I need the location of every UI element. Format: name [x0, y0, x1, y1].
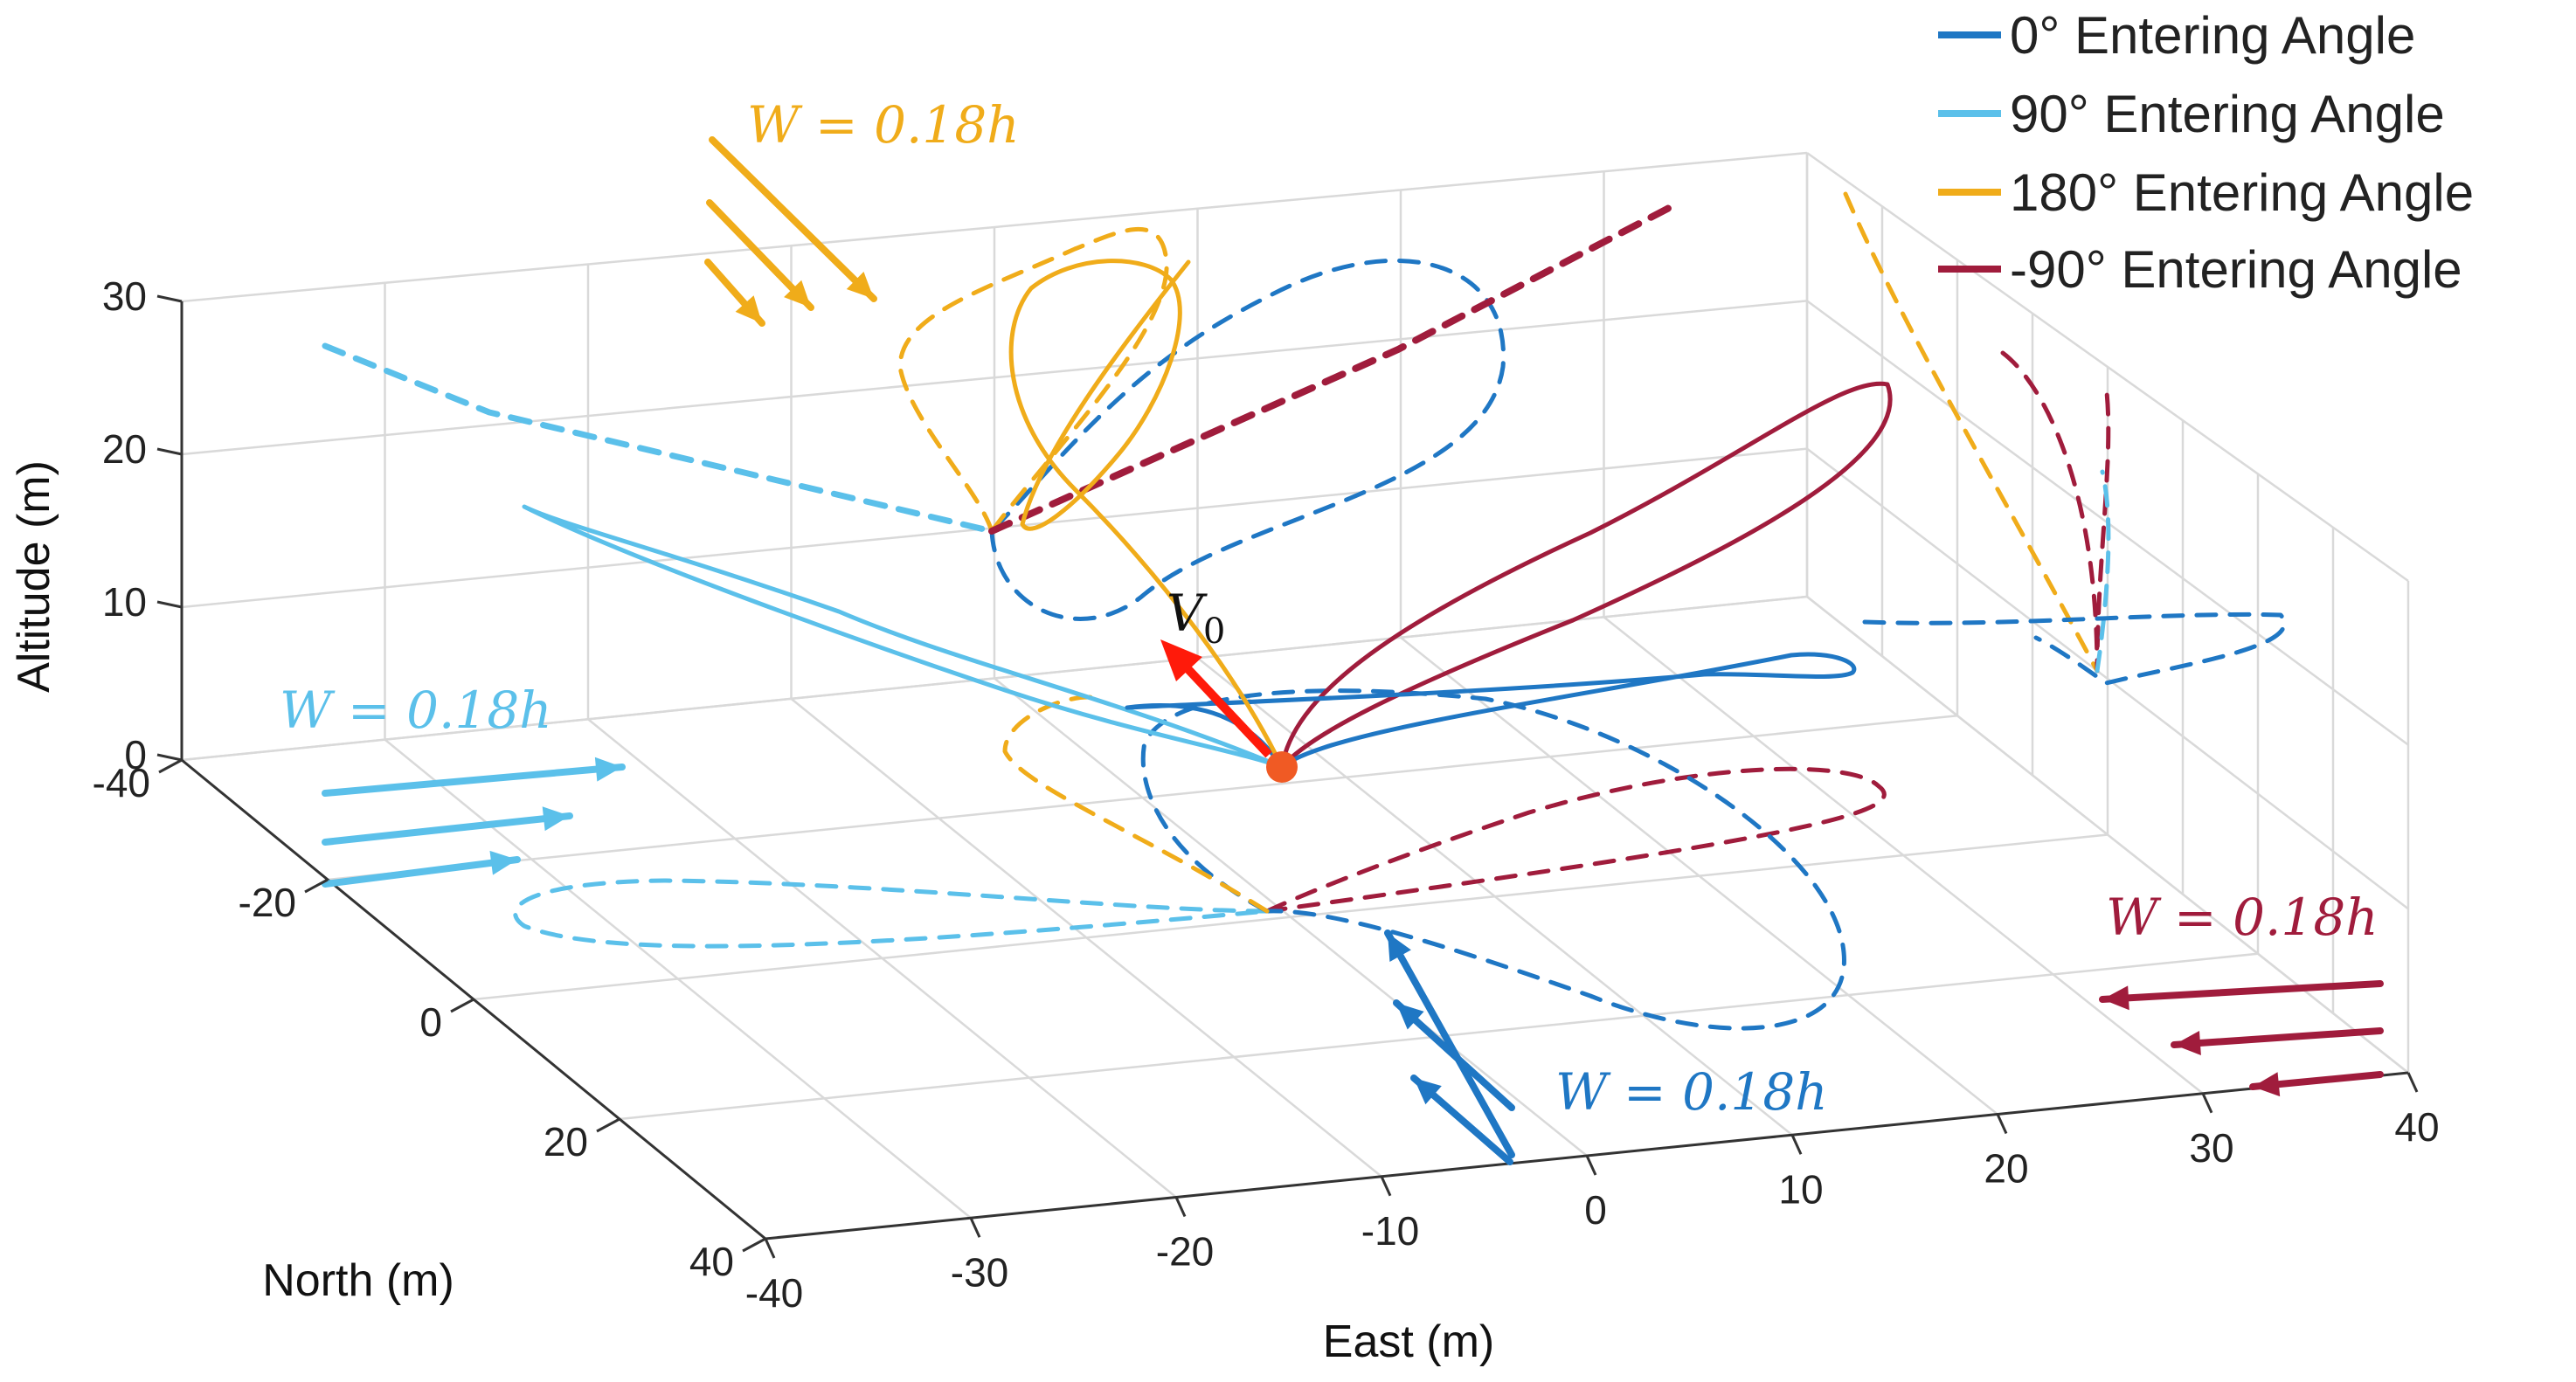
wind-label-m90: W = 0.18h — [2106, 888, 2379, 947]
y-tick-label: 0 — [419, 999, 442, 1045]
grid-rightwall-horizontal — [1806, 447, 2409, 910]
z-tick-mark — [156, 294, 183, 303]
trajectories — [322, 191, 2287, 1031]
grid-floor-north — [619, 952, 2259, 1121]
x-tick-mark — [2406, 1072, 2419, 1093]
grid-backwall-horizontal — [181, 151, 1808, 303]
x-tick-label: -30 — [951, 1249, 1008, 1295]
x-tick-mark — [1585, 1155, 1597, 1176]
wind-arrow-180-head — [784, 280, 811, 307]
x-axis-label: East (m) — [1323, 1316, 1494, 1367]
grid-floor-north — [473, 833, 2109, 1001]
wind-arrow-90-head — [542, 806, 570, 832]
legend-label-90: 90° Entering Angle — [2010, 85, 2445, 143]
x-tick-label: -10 — [1361, 1208, 1419, 1254]
x-tick-label: 30 — [2189, 1125, 2233, 1171]
trace-180-backwall-projection — [897, 227, 1169, 534]
trace-m90-backwall-projection — [988, 204, 1672, 535]
z-tick-label: 20 — [102, 426, 147, 472]
x-tick-mark — [764, 1238, 776, 1259]
trace-180-rightwall-projection — [1843, 191, 2100, 674]
y-tick-label: 20 — [544, 1119, 588, 1164]
trace-180-solid — [1008, 259, 1285, 770]
x-tick-label: 20 — [1984, 1146, 2028, 1192]
wind-arrow-m90-head — [2174, 1031, 2201, 1055]
wind-arrow-0 — [1384, 929, 1515, 1158]
grid-backwall-horizontal — [181, 300, 1808, 456]
y-tick-mark — [304, 878, 329, 894]
wind-arrow-m90 — [2171, 1027, 2384, 1048]
trace-0-floor-projection — [1140, 688, 1846, 1031]
trace-180-floor-projection — [1002, 694, 1270, 914]
x-tick-mark — [1996, 1113, 2008, 1135]
initial-velocity: V0 — [1160, 584, 1298, 783]
z-tick-label: 0 — [124, 732, 147, 777]
wind-arrow-m90 — [2099, 980, 2384, 1003]
wind-arrow-90-head — [489, 850, 517, 875]
wind-arrow-90-head — [594, 757, 622, 782]
x-tick-label: -40 — [745, 1270, 803, 1316]
trace-m90-solid — [1279, 381, 1893, 770]
wind-arrow-180-head — [846, 271, 874, 299]
trace-m90-floor-projection — [1264, 766, 1887, 914]
x-tick-label: -20 — [1156, 1229, 1214, 1275]
x-tick-mark — [2201, 1093, 2213, 1114]
trace-90-rightwall-projection — [2095, 469, 2111, 674]
y-tick-mark — [158, 758, 183, 774]
wind-label-0: W = 0.18h — [1555, 1062, 1828, 1122]
initial-velocity-label: V0 — [1167, 584, 1225, 652]
x-tick-label: 40 — [2394, 1104, 2439, 1150]
legend-label-m90: -90° Entering Angle — [2010, 240, 2462, 299]
z-tick-mark — [156, 600, 183, 609]
x-tick-label: 0 — [1584, 1187, 1607, 1233]
y-tick-mark — [596, 1117, 620, 1133]
wind-label-90: W = 0.18h — [280, 681, 552, 740]
grid-floor-north — [327, 715, 1958, 881]
x-tick-mark — [969, 1217, 981, 1238]
trace-90-backwall-projection — [322, 342, 995, 535]
x-tick-mark — [1174, 1196, 1187, 1218]
wind-arrow-180-head — [735, 295, 762, 323]
wind-arrow-0-head — [1396, 1003, 1424, 1030]
z-tick-mark — [156, 447, 183, 456]
trace-0-solid — [1125, 652, 1857, 770]
initial-velocity-arrowhead — [1160, 639, 1202, 681]
x-tick-mark — [1790, 1134, 1803, 1155]
y-tick-mark — [742, 1237, 766, 1253]
x-tick-mark — [1380, 1176, 1392, 1197]
legend-label-180: 180° Entering Angle — [2010, 163, 2474, 222]
z-tick-label: 10 — [102, 579, 147, 625]
wind-arrow-180 — [709, 136, 877, 302]
z-tick-mark — [156, 753, 183, 762]
y-tick-label: -40 — [93, 760, 150, 805]
grid-rightwall-horizontal — [1806, 151, 2409, 583]
wind-arrow-m90-head — [2102, 985, 2129, 1011]
wind-arrows — [322, 136, 2384, 1165]
legend-label-0: 0° Entering Angle — [2010, 6, 2415, 65]
wind-label-180: W = 0.18h — [747, 95, 1020, 155]
y-tick-label: -20 — [239, 880, 296, 925]
z-axis-label: Altitude (m) — [9, 460, 59, 693]
wind-arrow-m90-head — [2253, 1072, 2281, 1097]
grid-floor-north — [181, 595, 1808, 762]
legend: 0° Entering Angle 90° Entering Angle 180… — [1938, 6, 2474, 299]
trace-90-solid — [522, 504, 1285, 770]
z-tick-label: 30 — [102, 273, 147, 319]
x-tick-label: 10 — [1778, 1166, 1823, 1212]
trace-90-floor-projection — [513, 878, 1270, 949]
origin-marker — [1266, 751, 1298, 783]
wind-arrow-90 — [322, 856, 521, 888]
trace-0-backwall-projection — [989, 259, 1506, 621]
trace-0-rightwall-projection — [1862, 612, 2287, 686]
wind-arrow-90 — [322, 764, 626, 797]
y-tick-label: 40 — [689, 1239, 734, 1284]
y-axis-label: North (m) — [262, 1255, 454, 1306]
wind-arrow-0-head — [1414, 1078, 1442, 1105]
wind-arrow-90 — [322, 812, 573, 846]
initial-velocity-arrow — [1180, 660, 1272, 758]
y-tick-mark — [450, 998, 474, 1013]
wind-arrow-0-head — [1388, 933, 1411, 963]
